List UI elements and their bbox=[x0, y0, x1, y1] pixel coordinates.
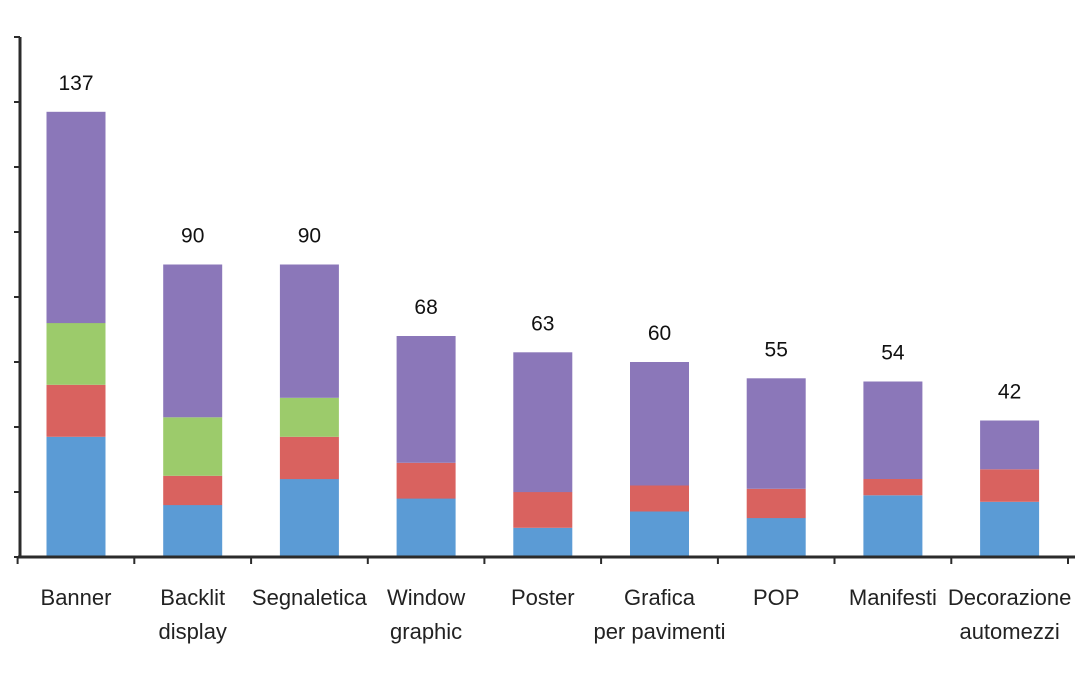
bar-segment-6-1 bbox=[746, 488, 806, 519]
bar-segment-5-0 bbox=[630, 511, 689, 557]
category-label-4: Poster bbox=[511, 585, 575, 610]
total-label-2: 90 bbox=[298, 225, 321, 248]
bar-segment-3-3 bbox=[396, 336, 456, 463]
category-label-2: Segnaletica bbox=[252, 585, 368, 610]
bar-segment-1-2 bbox=[163, 417, 223, 476]
bar-segment-7-1 bbox=[863, 479, 923, 496]
total-label-6: 55 bbox=[765, 338, 788, 361]
total-label-8: 42 bbox=[998, 381, 1021, 404]
bar-segment-5-3 bbox=[630, 362, 689, 486]
bar-segment-4-1 bbox=[513, 492, 573, 528]
category-label-3: Window graphic bbox=[387, 585, 465, 644]
bar-segment-6-3 bbox=[746, 378, 806, 489]
bar-segment-1-1 bbox=[163, 475, 223, 506]
category-label-8: Decorazione automezzi bbox=[948, 585, 1072, 644]
bar-segment-5-1 bbox=[630, 485, 689, 512]
bar-segment-7-3 bbox=[863, 381, 923, 479]
bar-segment-7-0 bbox=[863, 495, 923, 558]
bar-segment-0-3 bbox=[46, 111, 106, 324]
bar-segment-2-1 bbox=[279, 436, 339, 480]
bar-segment-0-0 bbox=[46, 436, 106, 558]
total-label-3: 68 bbox=[414, 296, 437, 319]
bar-segment-1-0 bbox=[163, 505, 223, 557]
total-label-7: 54 bbox=[881, 342, 905, 365]
total-label-4: 63 bbox=[531, 312, 554, 335]
total-label-5: 60 bbox=[648, 322, 671, 345]
labels-group: 137 Banner 90 Backlit display 90 Segnaletica 68… bbox=[41, 72, 1072, 644]
bar-segment-3-1 bbox=[396, 462, 456, 499]
bar-segment-2-2 bbox=[279, 397, 339, 437]
bar-segment-0-1 bbox=[46, 384, 106, 437]
total-label-0: 137 bbox=[58, 72, 93, 95]
total-label-1: 90 bbox=[181, 225, 204, 248]
bar-segment-0-2 bbox=[46, 323, 106, 385]
bar-segment-8-0 bbox=[980, 501, 1040, 558]
bar-segment-4-3 bbox=[513, 352, 573, 493]
bar-segment-4-0 bbox=[513, 527, 573, 558]
bars-group bbox=[46, 111, 1040, 558]
category-label-1: Backlit display bbox=[158, 585, 226, 644]
bar-segment-1-3 bbox=[163, 264, 223, 418]
bar-segment-2-3 bbox=[279, 264, 339, 398]
bar-segment-2-0 bbox=[279, 479, 339, 557]
bar-segment-3-0 bbox=[396, 498, 456, 557]
category-label-7: Manifesti bbox=[849, 585, 937, 610]
bar-segment-8-3 bbox=[980, 420, 1040, 470]
category-label-0: Banner bbox=[41, 585, 112, 610]
axes-group bbox=[14, 36, 1075, 564]
bar-segment-6-0 bbox=[746, 518, 806, 557]
bar-segment-8-1 bbox=[980, 469, 1040, 502]
category-label-6: POP bbox=[753, 585, 799, 610]
category-label-5: Grafica per pavimenti bbox=[593, 585, 725, 644]
